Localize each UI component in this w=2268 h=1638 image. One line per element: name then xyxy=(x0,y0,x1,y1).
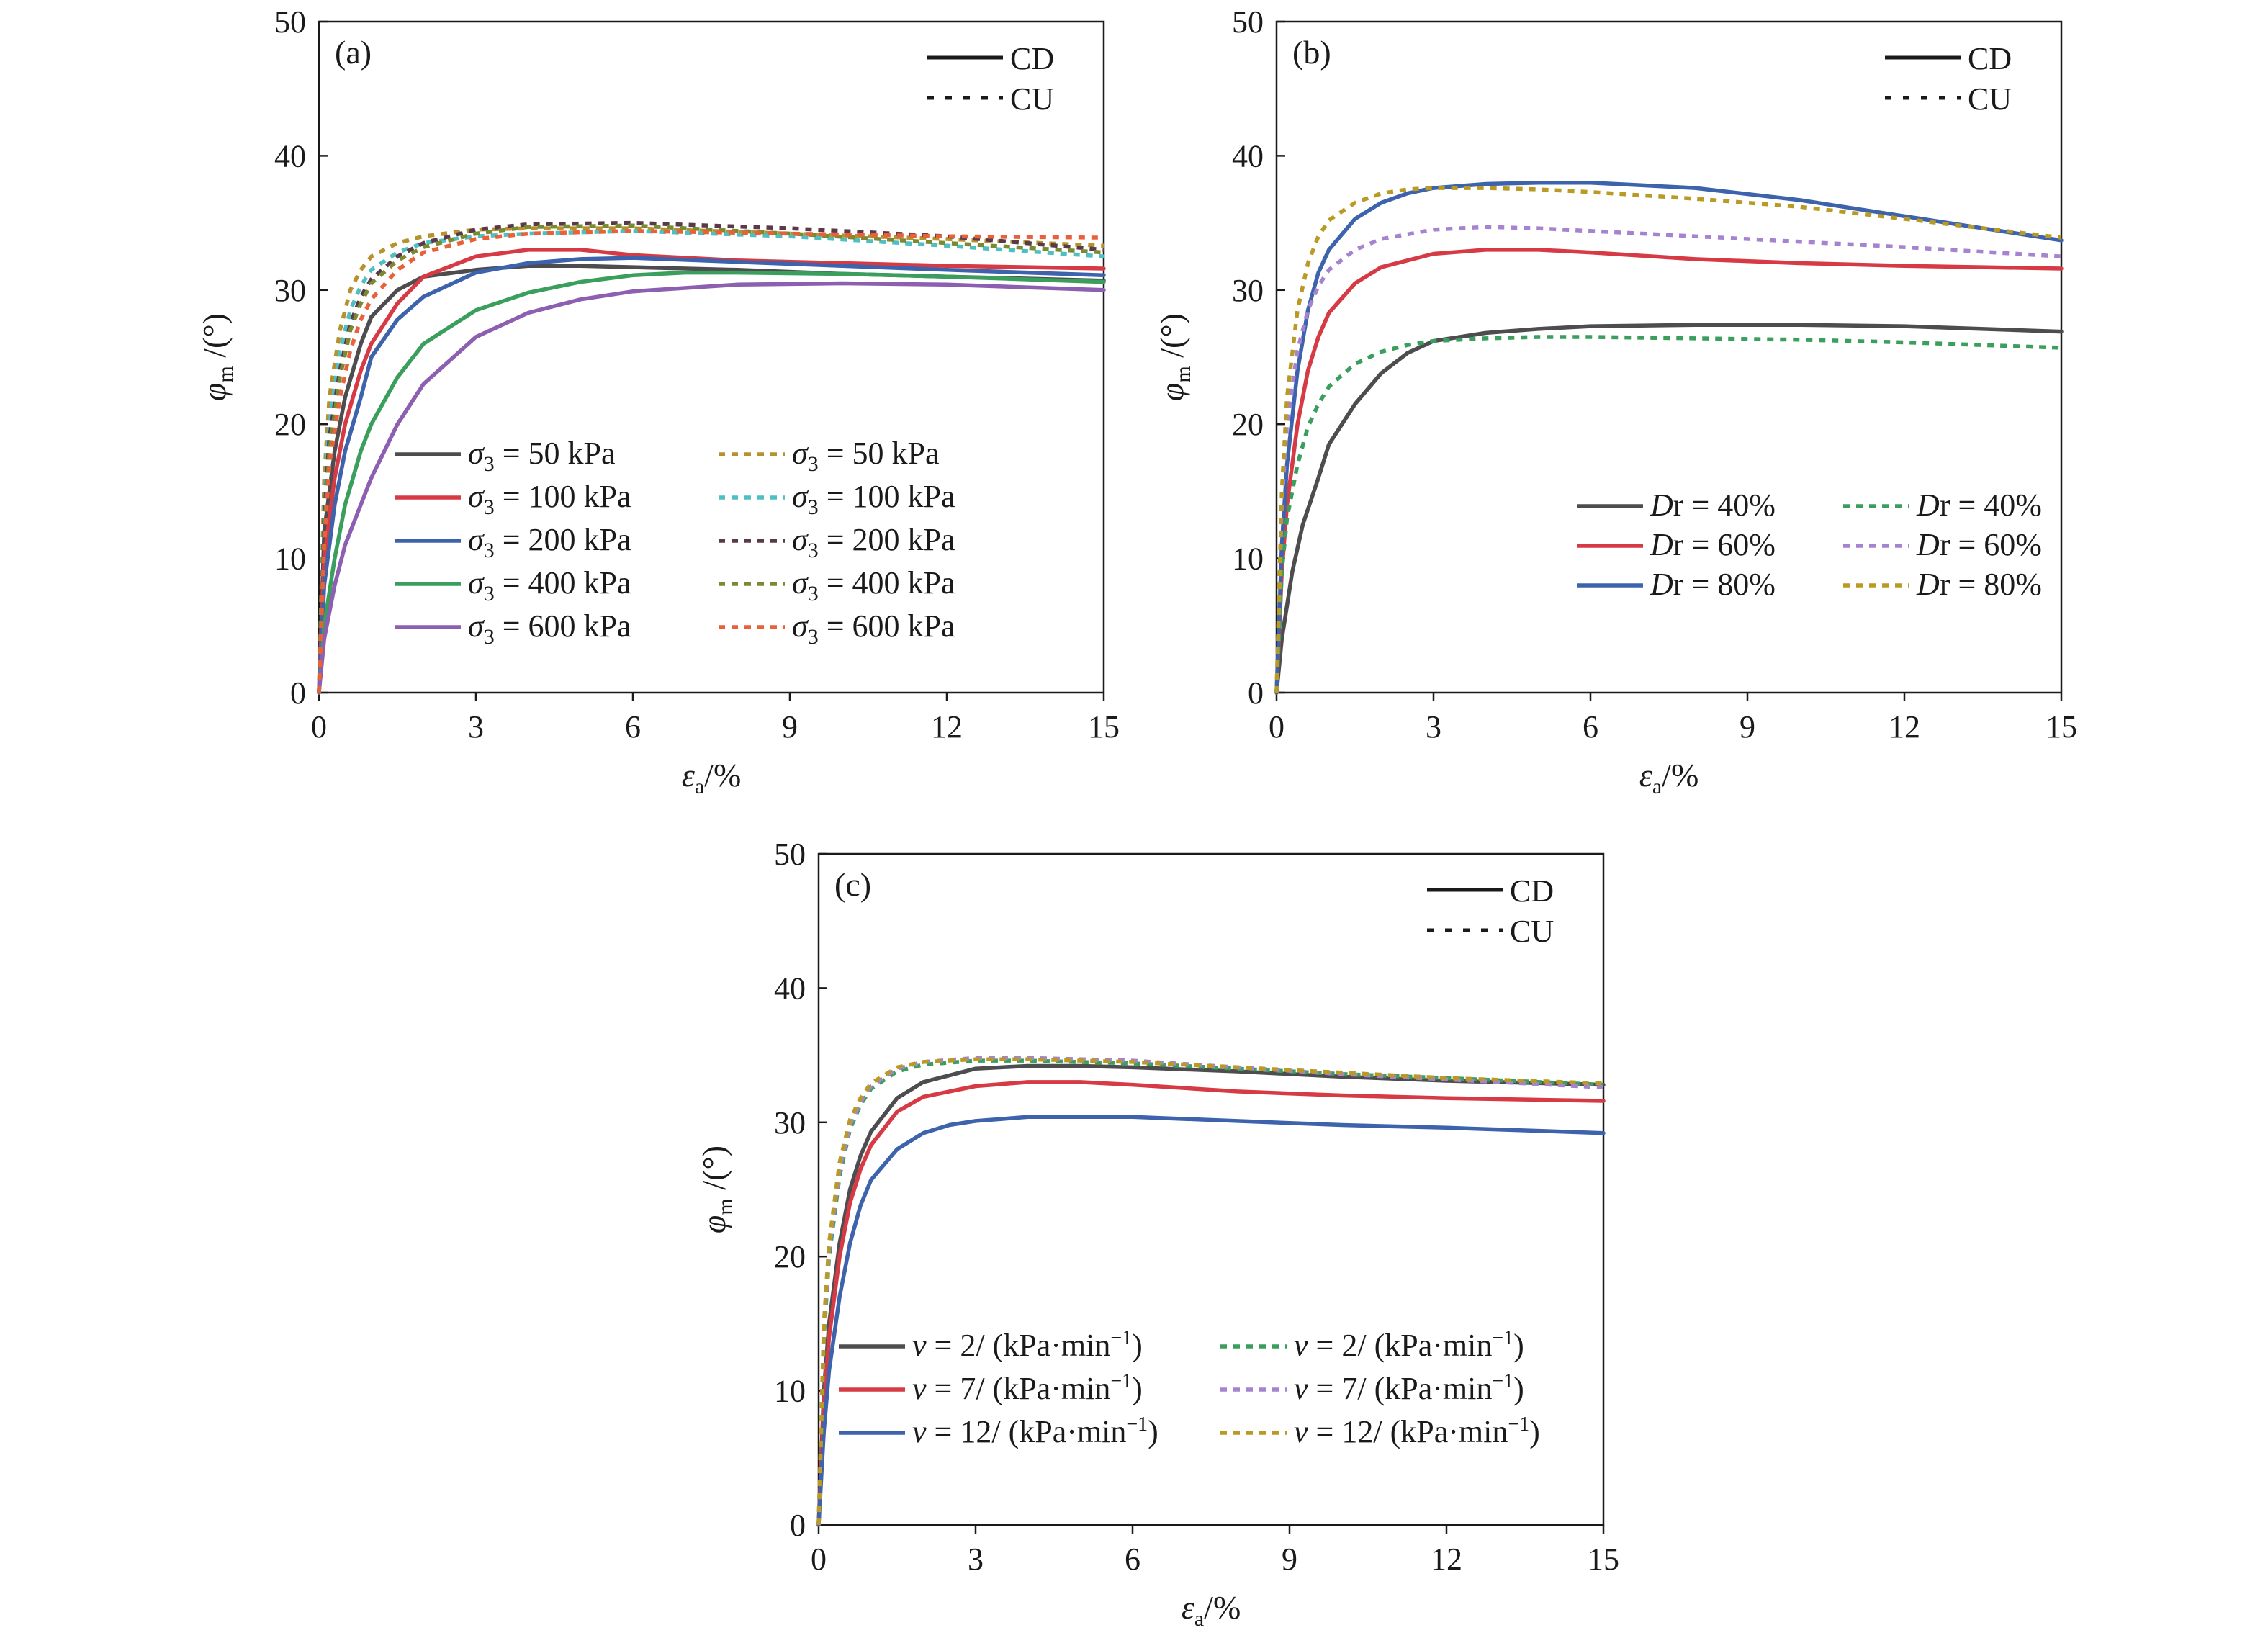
legend-label: Dr = 60% xyxy=(1916,527,2042,562)
x-tick-label: 3 xyxy=(1426,709,1441,744)
legend-label: v = 12/ (kPa·min−1) xyxy=(912,1413,1158,1449)
x-tick-label: 6 xyxy=(1583,709,1598,744)
x-tick-label: 15 xyxy=(1088,709,1120,744)
y-tick-label: 30 xyxy=(1232,273,1264,308)
y-tick-label: 20 xyxy=(774,1239,806,1274)
x-tick-label: 15 xyxy=(1588,1542,1619,1577)
series-line-cu xyxy=(317,223,1104,693)
legend-label: σ3 = 50 kPa xyxy=(792,436,940,476)
series-line-cu xyxy=(816,1057,1604,1526)
series-line-cu xyxy=(317,229,1104,693)
y-tick-label: 40 xyxy=(1232,138,1264,174)
legend-label: v = 12/ (kPa·min−1) xyxy=(1294,1413,1540,1449)
x-tick-label: 3 xyxy=(468,709,484,744)
x-tick-label: 9 xyxy=(1282,1542,1297,1577)
series-line-cd xyxy=(1274,180,2064,695)
legend-label: v = 7/ (kPa·min−1) xyxy=(912,1370,1143,1406)
series-line-cu xyxy=(1274,335,2062,693)
x-tick-label: 9 xyxy=(1740,709,1755,744)
legend-label: v = 2/ (kPa·min−1) xyxy=(1294,1327,1524,1363)
y-tick-label: 50 xyxy=(274,4,306,40)
y-tick-label: 20 xyxy=(274,407,306,442)
series-line-cd xyxy=(816,1080,1606,1527)
y-tick-label: 40 xyxy=(774,971,806,1006)
y-tick-label: 50 xyxy=(1232,4,1264,40)
y-tick-label: 50 xyxy=(774,837,806,872)
legend-label: Dr = 40% xyxy=(1916,487,2042,523)
series-line-cd xyxy=(1274,248,2064,695)
y-tick-label: 20 xyxy=(1232,407,1264,442)
series-line-cd xyxy=(317,281,1106,695)
y-axis-label: φm /(°) xyxy=(196,313,238,401)
x-tick-label: 12 xyxy=(1431,1542,1462,1577)
legend-label: σ3 = 400 kPa xyxy=(468,565,631,606)
legend-label: Dr = 80% xyxy=(1916,567,2042,602)
y-tick-label: 0 xyxy=(790,1508,806,1543)
y-tick-label: 30 xyxy=(774,1105,806,1140)
line-type-legend-label: CU xyxy=(1510,914,1554,949)
legend-label: Dr = 40% xyxy=(1650,487,1776,523)
y-tick-label: 0 xyxy=(290,675,306,711)
series-line-cd xyxy=(317,270,1106,695)
y-tick-label: 40 xyxy=(274,138,306,174)
x-tick-label: 15 xyxy=(2046,709,2077,744)
legend-label: σ3 = 600 kPa xyxy=(468,608,631,649)
panel-a-chart: 0 3 6 9 12 15 0 10 20 30 40 50 εa/% φm /(°) (a) CD CU σ3 … xyxy=(196,4,1120,798)
y-tick-label: 10 xyxy=(774,1374,806,1409)
panel-label: (b) xyxy=(1292,34,1331,71)
y-tick-label: 0 xyxy=(1248,675,1264,711)
y-tick-label: 10 xyxy=(1232,541,1264,577)
legend-label: σ3 = 600 kPa xyxy=(792,608,955,649)
series-line-cu xyxy=(1274,186,2062,693)
line-type-legend-label: CU xyxy=(1968,81,2012,117)
y-axis-label: φm /(°) xyxy=(1153,313,1195,401)
panel-b-chart: 0 3 6 9 12 15 0 10 20 30 40 50 εa/% φm /(°) (b) CD CU Dr … xyxy=(1153,4,2077,798)
line-type-legend-label: CD xyxy=(1010,41,1054,76)
legend-label: σ3 = 100 kPa xyxy=(468,479,631,519)
series-line-cu xyxy=(317,226,1104,693)
panel-label: (a) xyxy=(335,34,372,71)
series-line-cd xyxy=(1274,323,2064,695)
x-tick-label: 6 xyxy=(1125,1542,1140,1577)
x-axis-label: εa/% xyxy=(682,757,742,798)
series-line-cd xyxy=(317,256,1106,695)
legend-label: σ3 = 400 kPa xyxy=(792,565,955,606)
legend-label: σ3 = 200 kPa xyxy=(468,522,631,562)
x-tick-label: 3 xyxy=(968,1542,984,1577)
legend-label: v = 2/ (kPa·min−1) xyxy=(912,1327,1143,1363)
legend-label: Dr = 80% xyxy=(1650,567,1776,602)
series-line-cd xyxy=(317,248,1106,695)
legend-label: σ3 = 50 kPa xyxy=(468,436,616,476)
series-line-cd xyxy=(816,1063,1606,1527)
legend-label: v = 7/ (kPa·min−1) xyxy=(1294,1370,1524,1406)
line-type-legend-label: CD xyxy=(1510,873,1554,909)
x-tick-label: 0 xyxy=(311,709,327,744)
y-axis-label: φm /(°) xyxy=(696,1146,737,1233)
plot-frame xyxy=(817,852,1605,1526)
y-tick-label: 30 xyxy=(274,273,306,308)
series-line-cu xyxy=(1274,225,2062,693)
x-tick-label: 12 xyxy=(931,709,963,744)
legend-label: σ3 = 200 kPa xyxy=(792,522,955,562)
legend-label: σ3 = 100 kPa xyxy=(792,479,955,519)
x-tick-label: 6 xyxy=(625,709,641,744)
panel-label: (c) xyxy=(834,866,871,903)
x-tick-label: 12 xyxy=(1889,709,1920,744)
panel-c-chart: 0 3 6 9 12 15 0 10 20 30 40 50 εa/% φm /(°) (c) CD CU v =… xyxy=(696,837,1619,1631)
line-type-legend-label: CU xyxy=(1010,81,1054,117)
plot-frame xyxy=(1275,20,2063,694)
plot-frame xyxy=(318,20,1105,694)
y-tick-label: 10 xyxy=(274,541,306,577)
series-line-cd xyxy=(816,1115,1606,1527)
x-tick-label: 0 xyxy=(811,1542,827,1577)
x-tick-label: 0 xyxy=(1269,709,1284,744)
series-line-cu xyxy=(317,229,1104,693)
series-line-cu xyxy=(317,220,1104,693)
legend-label: Dr = 60% xyxy=(1650,527,1776,562)
x-axis-label: εa/% xyxy=(1182,1589,1241,1631)
x-axis-label: εa/% xyxy=(1639,757,1699,798)
x-tick-label: 9 xyxy=(782,709,798,744)
line-type-legend-label: CD xyxy=(1968,41,2012,76)
